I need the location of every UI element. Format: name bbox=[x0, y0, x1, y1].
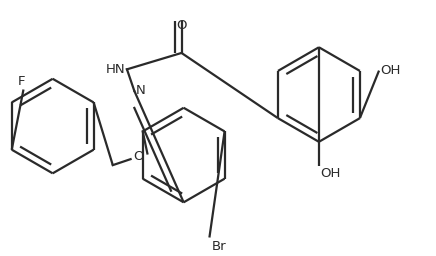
Text: HN: HN bbox=[106, 63, 125, 76]
Text: OH: OH bbox=[320, 167, 340, 180]
Text: Br: Br bbox=[211, 240, 226, 253]
Text: OH: OH bbox=[380, 64, 400, 77]
Text: O: O bbox=[134, 150, 144, 163]
Text: N: N bbox=[136, 84, 146, 97]
Text: F: F bbox=[18, 74, 25, 88]
Text: O: O bbox=[176, 19, 187, 33]
